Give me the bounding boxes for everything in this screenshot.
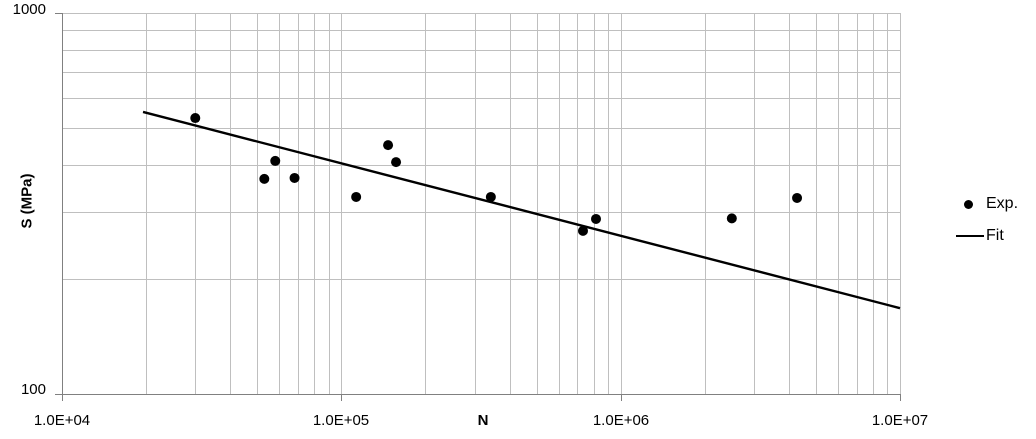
y-axis-title: S (MPa) bbox=[18, 173, 36, 229]
x-tick-label-1e4: 1.0E+04 bbox=[33, 412, 91, 429]
data-point[interactable] bbox=[792, 192, 803, 203]
y-tick-label-1000: 1000 bbox=[12, 1, 46, 18]
fit-line-icon bbox=[956, 235, 984, 237]
x-axis-title: N bbox=[477, 412, 489, 429]
x-tick-label-1e5: 1.0E+05 bbox=[312, 412, 370, 429]
legend-item-fit[interactable]: Fit bbox=[956, 225, 1018, 247]
data-point[interactable] bbox=[351, 191, 362, 202]
legend-label-exp: Exp. bbox=[986, 195, 1019, 212]
x-tick-label-1e7: 1.0E+07 bbox=[871, 412, 929, 429]
data-point[interactable] bbox=[391, 157, 402, 168]
fit-line[interactable] bbox=[142, 110, 901, 310]
data-point[interactable] bbox=[726, 213, 737, 224]
legend-label-fit: Fit bbox=[986, 227, 1004, 244]
data-point[interactable] bbox=[190, 113, 201, 124]
x-tick-label-1e6: 1.0E+06 bbox=[592, 412, 650, 429]
data-point[interactable] bbox=[289, 172, 300, 183]
data-point[interactable] bbox=[590, 213, 601, 224]
scatter-marker-icon bbox=[964, 199, 973, 209]
data-point[interactable] bbox=[485, 191, 496, 202]
y-tick-label-100: 100 bbox=[20, 381, 46, 398]
data-point[interactable] bbox=[577, 225, 588, 236]
data-point[interactable] bbox=[383, 140, 394, 151]
data-point[interactable] bbox=[259, 173, 270, 184]
legend-item-exp[interactable]: Exp. bbox=[956, 193, 1018, 215]
data-point[interactable] bbox=[270, 155, 281, 166]
legend: Exp. Fit bbox=[956, 193, 1018, 247]
